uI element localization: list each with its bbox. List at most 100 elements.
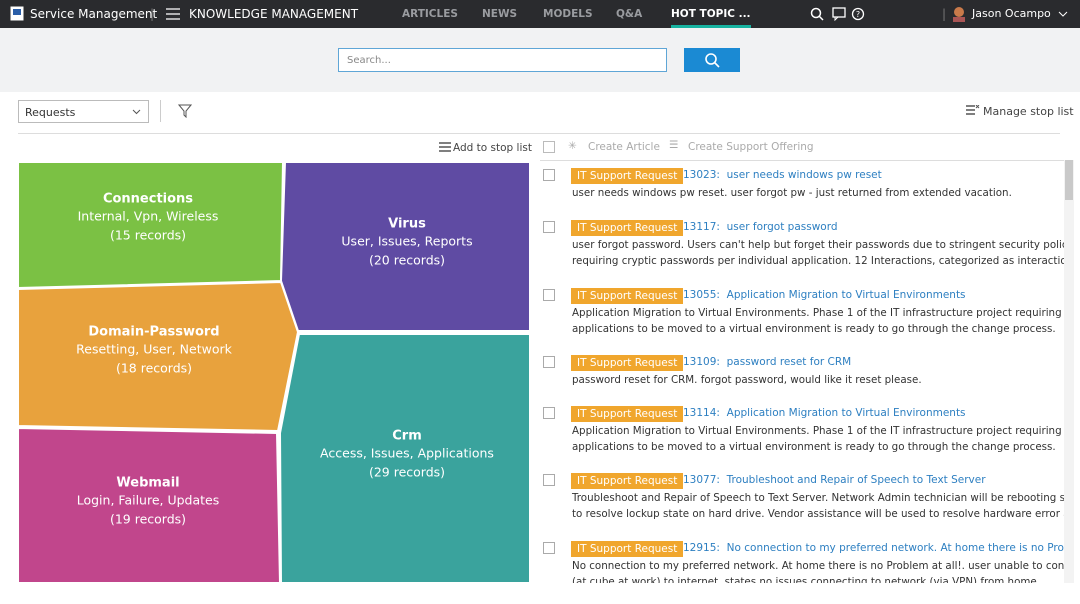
result-link[interactable]: 13077: Troubleshoot and Repair of Speech… (683, 474, 986, 486)
result-tag: IT Support Request (571, 541, 684, 557)
result-title[interactable]: No connection to my preferred network. A… (726, 542, 1064, 554)
user-name[interactable]: Jason Ocampo (972, 7, 1051, 20)
result-snippet: (at cube at work) to internet. states no… (572, 576, 1041, 583)
result-tag: IT Support Request (571, 355, 684, 371)
topic-records: (18 records) (116, 361, 192, 376)
topic-cell[interactable]: Crm Access, Issues, Applications (29 recor… (278, 333, 531, 584)
topic-cell[interactable]: Virus User, Issues, Reports (20 records) (279, 161, 531, 332)
checkbox[interactable] (543, 407, 555, 419)
result-link[interactable]: 13117: user forgot password (683, 221, 838, 233)
filter-select[interactable]: Requests (18, 100, 149, 123)
scroll-thumb[interactable] (1065, 160, 1073, 200)
result-title[interactable]: Application Migration to Virtual Environ… (726, 289, 966, 301)
nav-tab[interactable]: HOT TOPIC ... (671, 8, 751, 20)
list-icon (439, 142, 451, 152)
results-list: IT Support Request 13023: user needs wind… (540, 160, 1064, 583)
search-input[interactable]: Search... (338, 48, 667, 72)
result-title[interactable]: Troubleshoot and Repair of Speech to Tex… (726, 474, 986, 486)
app-name[interactable]: Service Management (30, 7, 158, 21)
result-link[interactable]: 12915: No connection to my preferred net… (683, 542, 1064, 554)
topic-records: (20 records) (369, 253, 445, 268)
topic-shape (17, 161, 285, 290)
user-menu-arrow[interactable] (1058, 10, 1068, 18)
topic-title: Crm (392, 429, 422, 444)
topic-keywords: User, Issues, Reports (341, 234, 472, 249)
result-id[interactable]: 12915: (683, 542, 720, 554)
result-tag: IT Support Request (571, 168, 684, 184)
topic-title: Domain-Password (88, 325, 219, 340)
result-link[interactable]: 13114: Application Migration to Virtual … (683, 407, 966, 419)
divider (160, 100, 161, 122)
topic-shape (17, 280, 300, 433)
result-snippet: password reset for CRM. forgot password,… (572, 374, 922, 386)
topic-cell[interactable]: Domain-Password Resetting, User, Network (… (17, 280, 300, 433)
result-id[interactable]: 13077: (683, 474, 720, 486)
result-tag: IT Support Request (571, 473, 684, 489)
add-to-stop-list[interactable]: Add to stop list (453, 142, 532, 154)
topic-keywords: Access, Issues, Applications (320, 446, 494, 461)
result-snippet: requiring cryptic passwords per individu… (572, 255, 1064, 267)
result-snippet: Application Migration to Virtual Environ… (572, 425, 1064, 437)
result-tag: IT Support Request (571, 406, 684, 422)
manage-stop-list[interactable]: Manage stop list (983, 105, 1074, 118)
result-id[interactable]: 13055: (683, 289, 720, 301)
checkbox[interactable] (543, 289, 555, 301)
result-title[interactable]: Application Migration to Virtual Environ… (726, 407, 966, 419)
nav-tab[interactable]: MODELS (543, 8, 593, 20)
separator (18, 133, 1060, 134)
topic-keywords: Resetting, User, Network (76, 342, 232, 357)
active-tab-indicator (671, 25, 751, 28)
topic-title: Webmail (116, 476, 179, 491)
topic-records: (15 records) (110, 228, 186, 243)
module-name: KNOWLEDGE MANAGEMENT (189, 7, 359, 21)
result-id[interactable]: 13117: (683, 221, 720, 233)
divider: | (150, 7, 155, 21)
result-id[interactable]: 13109: (683, 356, 720, 368)
result-id[interactable]: 13023: (683, 169, 720, 181)
top-bar: Service Management | KNOWLEDGE MANAGEMEN… (0, 0, 1080, 28)
result-snippet: applications to be moved to a virtual en… (572, 441, 1056, 453)
result-title[interactable]: password reset for CRM (726, 356, 852, 368)
checkbox[interactable] (543, 221, 555, 233)
select-value: Requests (25, 106, 76, 119)
result-snippet: user needs windows pw reset. user forgot… (572, 187, 1012, 199)
result-title[interactable]: user needs windows pw reset (726, 169, 882, 181)
search-button[interactable] (684, 48, 740, 72)
topic-title: Connections (103, 192, 193, 207)
topic-cell[interactable]: Connections Internal, Vpn, Wireless (15 re… (17, 161, 285, 290)
result-link[interactable]: 13055: Application Migration to Virtual … (683, 289, 966, 301)
star-icon: ✳ (568, 140, 577, 152)
topic-cell[interactable]: Webmail Login, Failure, Updates (19 record… (17, 426, 282, 584)
filter-icon[interactable] (178, 104, 192, 118)
result-snippet: Application Migration to Virtual Environ… (572, 307, 1064, 319)
result-snippet: Troubleshoot and Repair of Speech to Tex… (572, 492, 1064, 504)
scrollbar (1064, 160, 1074, 583)
result-tag: IT Support Request (571, 220, 684, 236)
nav-tab[interactable]: ARTICLES (402, 8, 458, 20)
checkbox[interactable] (543, 356, 555, 368)
nav-tab[interactable]: NEWS (482, 8, 518, 20)
avatar[interactable] (952, 6, 966, 22)
create-support-offering[interactable]: Create Support Offering (688, 141, 814, 153)
separator (540, 160, 1068, 161)
result-link[interactable]: 13109: password reset for CRM (683, 356, 851, 368)
create-article[interactable]: Create Article (588, 141, 660, 153)
stop-list-icon (966, 105, 980, 115)
result-snippet: user forgot password. Users can't help b… (572, 239, 1064, 251)
select-all-checkbox[interactable] (543, 141, 555, 153)
checkbox[interactable] (543, 169, 555, 181)
topic-records: (29 records) (369, 465, 445, 480)
header-icons[interactable]: ? (810, 7, 870, 21)
result-link[interactable]: 13023: user needs windows pw reset (683, 169, 882, 181)
result-snippet: No connection to my preferred network. A… (572, 560, 1064, 572)
checkbox[interactable] (543, 542, 555, 554)
svg-text:?: ? (856, 10, 860, 19)
topic-records: (19 records) (110, 512, 186, 527)
checkbox[interactable] (543, 474, 555, 486)
result-id[interactable]: 13114: (683, 407, 720, 419)
chevron (132, 109, 141, 115)
menu-icon[interactable] (166, 8, 180, 20)
search-icon (705, 53, 720, 68)
nav-tab[interactable]: Q&A (616, 8, 643, 20)
result-title[interactable]: user forgot password (726, 221, 838, 233)
